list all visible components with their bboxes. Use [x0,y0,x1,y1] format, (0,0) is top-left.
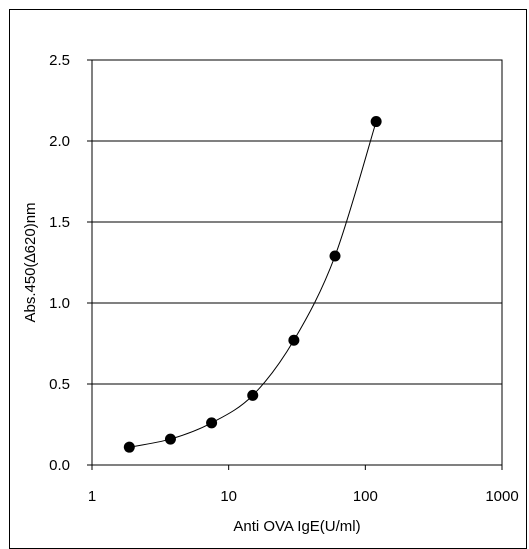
x-tick-label: 100 [353,488,378,505]
y-tick-label: 2.0 [49,133,70,150]
data-point [370,116,382,128]
x-tick-label: 1000 [485,488,518,505]
data-point [164,433,176,445]
data-point [206,417,218,429]
y-axis-title: Abs.450(∆620)nm [22,202,39,322]
grid-lines [92,140,502,385]
x-axis-title: Anti OVA IgE(U/ml) [233,518,360,535]
x-tick-label: 10 [220,488,237,505]
plot-area [91,59,503,466]
y-tick-label: 0.0 [49,457,70,474]
y-tick-label: 1.0 [49,295,70,312]
x-axis-ticks: 1 10 100 1000 [88,465,519,505]
y-tick-label: 2.5 [49,52,70,69]
y-axis-ticks: 0.0 0.5 1.0 1.5 2.0 2.5 [49,52,92,474]
data-points [123,116,382,453]
x-tick-label: 1 [88,488,96,505]
data-point [123,441,135,453]
data-point [247,389,259,401]
chart: 0.0 0.5 1.0 1.5 2.0 2.5 1 10 100 1000 Anti OVA I… [22,52,519,535]
y-tick-label: 0.5 [49,376,70,393]
y-tick-label: 1.5 [49,214,70,231]
chart-frame [9,9,527,549]
data-point [288,334,300,346]
data-point [329,250,341,262]
